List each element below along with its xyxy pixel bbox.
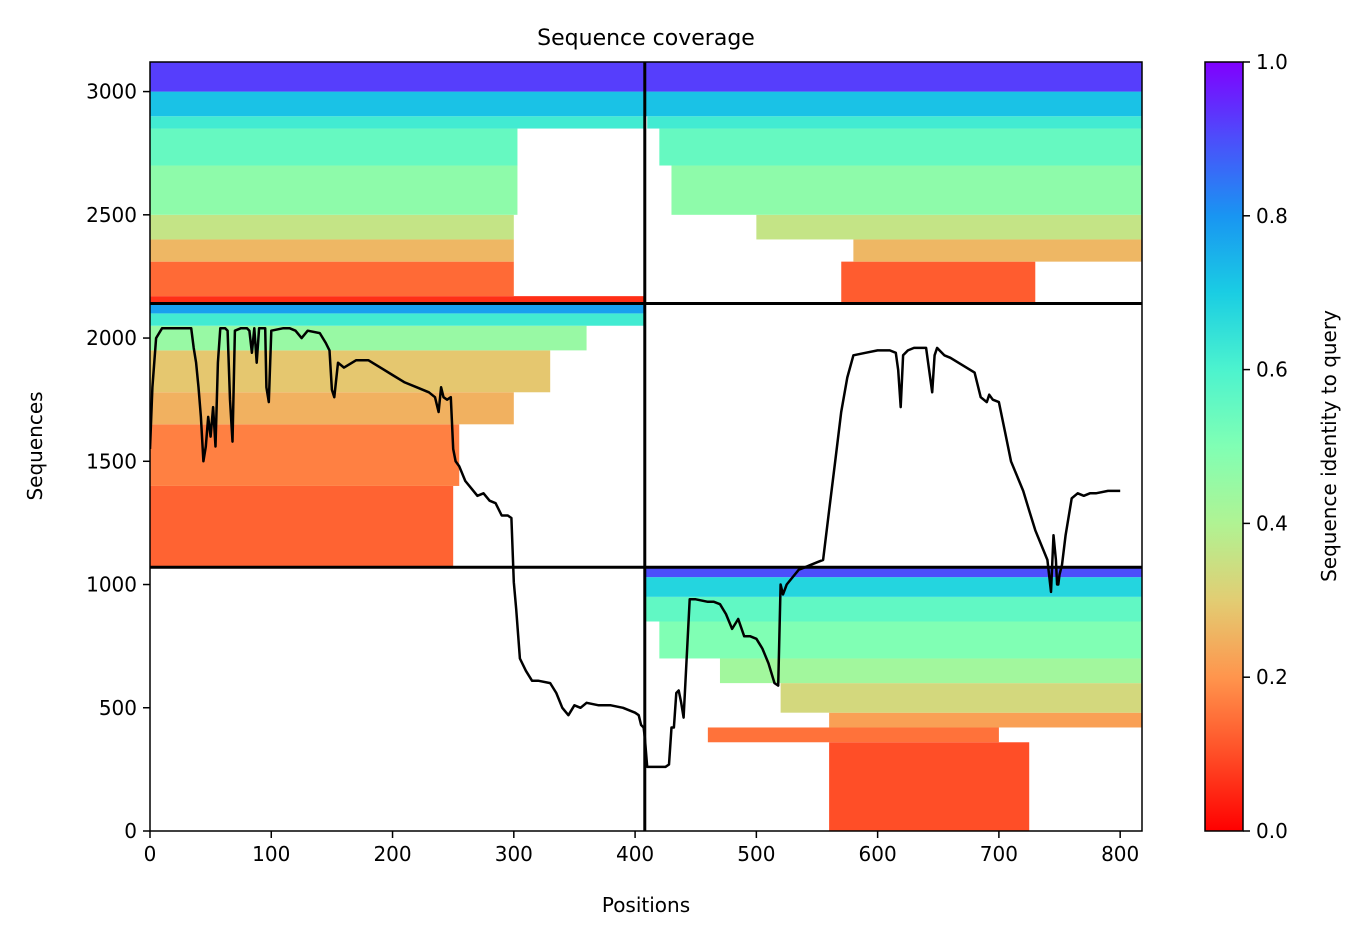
chain-2-bottom-band-4 [719,658,1142,684]
x-tick-label: 700 [980,842,1018,866]
y-tick-label: 0 [124,819,137,843]
chain-2-bottom-band-5 [659,621,1142,659]
chain-2-top-band-6 [644,91,1142,117]
chain-2-top-band-4 [659,128,1142,166]
x-tick-label: 100 [252,842,290,866]
chain-1-top-band-2 [150,239,514,262]
x-tick-label: 200 [373,842,411,866]
chain-1-middle-band-4 [150,325,587,351]
colorbar-tick-label: 0.2 [1256,665,1288,689]
chain-1-middle-band-0 [150,485,454,568]
x-tick-label: 0 [144,842,157,866]
colorbar [1204,61,1244,832]
x-axis-label: Positions [602,893,690,917]
x-tick-label: 800 [1101,842,1139,866]
y-tick-label: 2500 [86,203,137,227]
chain-1-top-band-4 [150,165,518,215]
chain-1-top-band-1 [150,261,514,297]
chain-2-bottom-band-3 [780,683,1142,713]
colorbar-tick-label: 0.8 [1256,204,1288,228]
x-tick-label: 300 [495,842,533,866]
plot-frame [149,61,1143,832]
chain-boundaries [150,62,1142,831]
chain-1-middle-band-6 [150,303,645,314]
chain-2-bottom-band-2 [829,712,1142,728]
chain-2-bottom-band-7 [644,577,1142,597]
chain-2-bottom-band-6 [644,596,1142,622]
x-tick-label: 500 [737,842,775,866]
chart-title: Sequence coverage [537,26,755,51]
colorbar-tick-label: 0.4 [1256,511,1288,535]
chain-1-top-band-3 [150,214,514,240]
chain-2-bottom-band-1 [707,727,999,743]
x-axis: 0 100 200 300 400 500 600 700 800 [144,831,1139,866]
chain-2-bottom-band-8 [644,567,1142,578]
chain-1-top-band-5 [150,128,518,166]
y-axis-label: Sequences [23,391,47,500]
coverage-line-layer [150,326,1121,769]
chain-1-top-band-8 [150,62,645,92]
chain-2-top-band-2 [756,214,1142,240]
chain-1-middle-band-2 [150,392,514,425]
chain-1-top-band-0 [150,296,645,304]
chain-2-bottom-band-0 [829,742,1030,831]
colorbar-label: Sequence identity to query [1317,310,1341,582]
y-tick-label: 1000 [86,573,137,597]
y-tick-label: 2000 [86,326,137,350]
chain-1-top-band-6 [150,116,645,129]
coverage-line [150,326,1121,769]
chain-2-top-band-5 [647,116,1142,129]
x-tick-label: 400 [616,842,654,866]
x-tick-label: 600 [859,842,897,866]
chain-1-middle-band-1 [150,424,460,486]
colorbar-tick-label: 0.0 [1256,819,1288,843]
colorbar-tick-label: 0.6 [1256,358,1288,382]
coverage-bands [150,62,1142,831]
y-tick-label: 500 [99,696,137,720]
chain-1-middle-band-5 [150,313,645,326]
colorbar-tick-label: 1.0 [1256,50,1288,74]
chain-1-middle-band-3 [150,350,551,393]
chain-2-top-band-1 [853,239,1142,262]
y-axis: 0 500 1000 1500 2000 2500 3000 [86,80,150,843]
chain-2-top-band-3 [671,165,1142,215]
chain-1-top-band-7 [150,91,645,117]
y-tick-label: 1500 [86,449,137,473]
chain-2-top-band-0 [841,261,1036,304]
y-tick-label: 3000 [86,80,137,104]
chain-2-top-band-7 [644,62,1142,92]
colorbar-ticks: 0.0 0.2 0.4 0.6 0.8 1.0 [1243,50,1288,843]
